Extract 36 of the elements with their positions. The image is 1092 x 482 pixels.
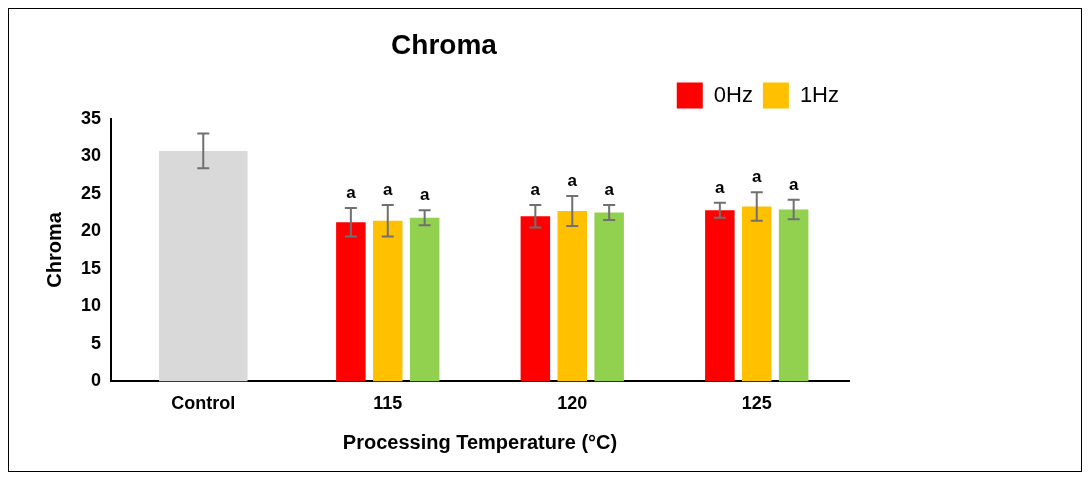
data-label: a — [530, 180, 541, 200]
bar — [520, 216, 551, 382]
data-label: a — [752, 167, 763, 187]
y-tick-label: 25 — [80, 182, 102, 203]
y-axis-title: Chroma — [42, 211, 65, 288]
bar — [373, 220, 403, 382]
y-tick-label: 10 — [80, 295, 102, 316]
bar — [705, 210, 735, 382]
y-tick-label: 35 — [80, 107, 102, 128]
y-tick-label: 0 — [91, 370, 102, 391]
y-tick-label: 30 — [80, 145, 102, 166]
bar — [741, 206, 772, 382]
data-label: a — [567, 171, 578, 191]
x-tick-label: 120 — [557, 393, 588, 414]
data-label: a — [715, 177, 726, 197]
bar — [778, 209, 809, 382]
x-tick-label: 115 — [373, 393, 403, 414]
x-tick-label: 125 — [741, 393, 772, 414]
data-label: a — [788, 174, 799, 194]
bar — [557, 210, 588, 382]
legend-label: 1Hz — [799, 81, 839, 107]
data-label: a — [383, 180, 394, 200]
legend-label: 0Hz — [713, 81, 753, 107]
data-label: a — [419, 185, 430, 205]
bar — [158, 150, 248, 382]
bar — [409, 217, 440, 382]
y-tick-label: 5 — [91, 332, 102, 353]
x-tick-label: Control — [171, 393, 236, 414]
y-tick-label: 15 — [80, 257, 102, 278]
x-axis-title: Processing Temperature (°C) — [342, 430, 618, 453]
data-label: a — [604, 180, 615, 200]
data-label: a — [346, 183, 357, 203]
bar — [336, 222, 366, 382]
bar — [594, 212, 624, 382]
y-tick-label: 20 — [80, 220, 102, 241]
chart-title: Chroma — [391, 28, 498, 60]
